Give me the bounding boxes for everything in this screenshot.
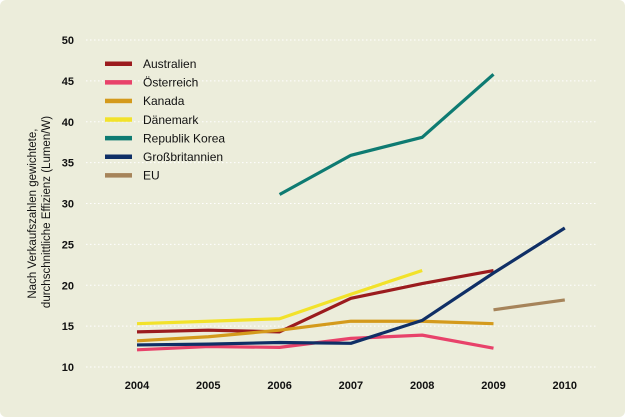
legend-label: Kanada — [143, 94, 185, 108]
x-tick-label: 2005 — [196, 380, 220, 392]
y-tick-label: 50 — [62, 35, 74, 47]
legend-label: EU — [143, 169, 160, 183]
legend-swatch — [105, 135, 132, 141]
legend-swatch — [105, 98, 132, 104]
y-axis-label-line-2: durchschnittliche Effizienz (Lumen/W) — [41, 116, 53, 308]
series-line-2 — [136, 319, 494, 343]
legend-swatch — [105, 154, 132, 159]
grid-lines — [86, 39, 596, 368]
y-tick-label: 20 — [62, 280, 74, 292]
legend-label: Österreich — [143, 76, 198, 90]
series-line-5 — [136, 226, 566, 347]
legend-swatch — [105, 61, 132, 66]
x-tick-label: 2007 — [339, 380, 363, 392]
legend: Australien Österreich Kanada Dänemark Republ… — [105, 57, 225, 183]
y-tick-label: 40 — [62, 117, 74, 129]
legend-label: Republik Korea — [143, 131, 225, 145]
series-line-4 — [278, 73, 495, 196]
y-axis-ticks: 10 15 20 25 30 35 40 45 50 — [62, 35, 74, 374]
x-tick-label: 2008 — [410, 380, 434, 392]
series-line-6 — [493, 298, 566, 312]
legend-swatch — [105, 173, 132, 178]
legend-label: Großbritannien — [143, 150, 223, 164]
x-tick-label: 2009 — [481, 380, 505, 392]
y-tick-label: 15 — [62, 321, 74, 333]
x-axis-ticks: 2004 2005 2006 2007 2008 2009 2010 — [125, 380, 577, 392]
legend-label: Dänemark — [143, 113, 199, 127]
y-tick-label: 25 — [62, 239, 74, 251]
y-axis-label: Nach Verkaufszahlen gewichtete, durchsch… — [27, 116, 53, 308]
legend-swatch — [105, 117, 132, 122]
y-axis-label-line-1: Nach Verkaufszahlen gewichtete, — [27, 129, 39, 299]
y-tick-label: 45 — [62, 76, 74, 88]
x-tick-label: 2006 — [267, 380, 291, 392]
x-tick-label: 2010 — [553, 380, 577, 392]
series-line-0 — [136, 268, 494, 334]
legend-label: Australien — [143, 57, 196, 71]
y-tick-label: 35 — [62, 158, 74, 170]
y-tick-label: 30 — [62, 199, 74, 211]
series-lines — [136, 73, 566, 352]
y-tick-label: 10 — [62, 362, 74, 374]
legend-swatch — [105, 80, 132, 85]
series-line-3 — [136, 269, 423, 326]
x-tick-label: 2004 — [125, 380, 150, 392]
